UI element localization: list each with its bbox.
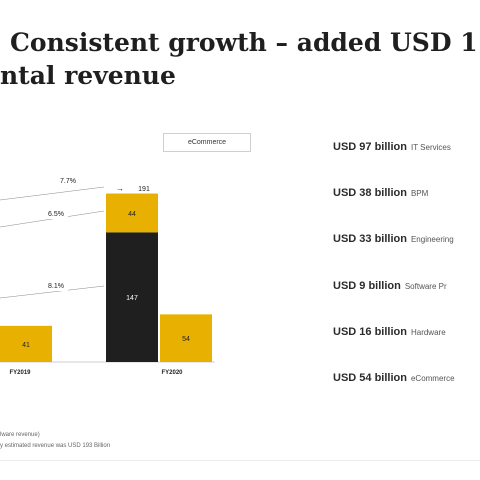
bar-fy2020-segment-a	[106, 232, 158, 362]
bar-fy2020-ecommerce	[160, 314, 212, 362]
segment-value: USD 97 billion	[333, 141, 407, 153]
segment-row-software-products: USD 9 billion Software Pr	[333, 276, 447, 294]
footnote-2: y estimated revenue was USD 193 Billion	[0, 443, 111, 449]
segment-label: Software Pr	[404, 282, 447, 291]
chart-legend: eCommerce	[163, 133, 251, 152]
bar-fy2019-ecommerce	[0, 325, 52, 362]
bar-fy2020-segment-b	[106, 193, 158, 233]
segment-value: USD 9 billion	[333, 280, 401, 292]
growth-connector-3	[0, 285, 105, 299]
growth-label-2: 6.5%	[48, 211, 64, 218]
segment-label: Engineering	[410, 235, 454, 244]
segment-value: USD 33 billion	[333, 233, 407, 245]
segment-row-hardware: USD 16 billion Hardware	[333, 322, 446, 340]
total-label-fy2020: 191	[138, 186, 150, 193]
bar-label-fy2019-ecommerce: 41	[22, 342, 30, 349]
slide-title-line-1: Consistent growth – added USD 1	[10, 28, 478, 57]
segment-row-engineering: USD 33 billion Engineering	[333, 229, 454, 247]
bar-label-fy2020-segment-b: 44	[128, 211, 136, 218]
divider	[0, 460, 480, 461]
segment-label: eCommerce	[410, 374, 455, 383]
growth-connector-1	[0, 186, 105, 201]
growth-label-3: 8.1%	[48, 283, 64, 290]
slide-title: Consistent growth – added USD 1 ntal rev…	[0, 26, 480, 92]
segment-value: USD 54 billion	[333, 372, 407, 384]
footnote-1: lware revenue)	[0, 432, 40, 438]
x-tick-label-fy2019: FY2019	[9, 370, 31, 376]
growth-label-1: 7.7%	[60, 178, 76, 185]
segment-row-bpm: USD 38 billion BPM	[333, 183, 428, 201]
legend-item-ecommerce: eCommerce	[187, 139, 227, 146]
growth-label-bg-3	[44, 281, 68, 291]
segment-row-it-services: USD 97 billion IT Services	[333, 137, 451, 155]
segment-value: USD 38 billion	[333, 187, 407, 199]
segment-row-ecommerce: USD 54 billion eCommerce	[333, 368, 455, 386]
segment-label: BPM	[410, 189, 429, 198]
growth-label-bg-2	[44, 209, 68, 219]
segment-value: USD 16 billion	[333, 326, 407, 338]
slide-title-line-2: ntal revenue	[0, 61, 176, 90]
growth-label-bg-1	[56, 176, 80, 186]
revenue-bar-chart: 41 147 44 54 → 191 7.7% 6.5% 8.1% FY2019 FY2020	[0, 176, 215, 376]
bar-label-fy2020-ecommerce: 54	[182, 336, 190, 343]
segment-label: Hardware	[410, 328, 446, 337]
total-arrow: →	[116, 184, 124, 193]
segment-label: IT Services	[410, 143, 451, 152]
bar-label-fy2020-segment-a: 147	[126, 295, 138, 302]
x-tick-label-fy2020: FY2020	[161, 370, 183, 376]
